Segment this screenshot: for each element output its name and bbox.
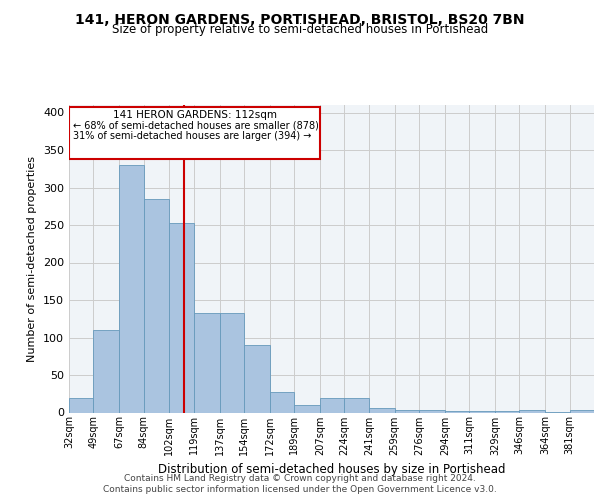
Bar [395, 410, 419, 412]
Bar [344, 398, 369, 412]
Bar [419, 410, 445, 412]
Bar [569, 410, 594, 412]
Text: Contains public sector information licensed under the Open Government Licence v3: Contains public sector information licen… [103, 485, 497, 494]
Bar [143, 198, 169, 412]
FancyBboxPatch shape [69, 106, 320, 159]
Y-axis label: Number of semi-detached properties: Number of semi-detached properties [28, 156, 37, 362]
Bar [244, 345, 270, 412]
Text: 31% of semi-detached houses are larger (394) →: 31% of semi-detached houses are larger (… [73, 131, 311, 141]
Bar [69, 398, 94, 412]
Bar [294, 405, 320, 412]
Bar [94, 330, 119, 412]
Bar [220, 313, 244, 412]
Bar [469, 411, 495, 412]
Bar [169, 223, 194, 412]
Text: 141 HERON GARDENS: 112sqm: 141 HERON GARDENS: 112sqm [113, 110, 277, 120]
Text: ← 68% of semi-detached houses are smaller (878): ← 68% of semi-detached houses are smalle… [73, 120, 319, 130]
Bar [369, 408, 395, 412]
X-axis label: Distribution of semi-detached houses by size in Portishead: Distribution of semi-detached houses by … [158, 463, 505, 476]
Bar [194, 313, 220, 412]
Bar [119, 165, 143, 412]
Bar [495, 411, 520, 412]
Bar [445, 411, 469, 412]
Text: Size of property relative to semi-detached houses in Portishead: Size of property relative to semi-detach… [112, 22, 488, 36]
Bar [520, 410, 545, 412]
Text: 141, HERON GARDENS, PORTISHEAD, BRISTOL, BS20 7BN: 141, HERON GARDENS, PORTISHEAD, BRISTOL,… [75, 12, 525, 26]
Bar [320, 398, 344, 412]
Text: Contains HM Land Registry data © Crown copyright and database right 2024.: Contains HM Land Registry data © Crown c… [124, 474, 476, 483]
Bar [270, 392, 294, 412]
